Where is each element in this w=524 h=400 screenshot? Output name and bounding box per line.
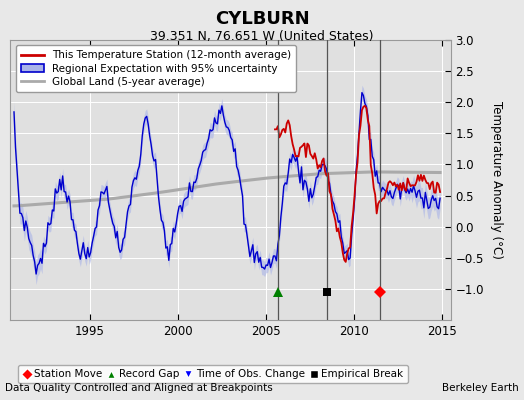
Text: Berkeley Earth: Berkeley Earth <box>442 383 519 393</box>
Text: 39.351 N, 76.651 W (United States): 39.351 N, 76.651 W (United States) <box>150 30 374 43</box>
Legend: Station Move, Record Gap, Time of Obs. Change, Empirical Break: Station Move, Record Gap, Time of Obs. C… <box>18 365 408 383</box>
Y-axis label: Temperature Anomaly (°C): Temperature Anomaly (°C) <box>490 101 504 259</box>
Text: CYLBURN: CYLBURN <box>215 10 309 28</box>
Text: Data Quality Controlled and Aligned at Breakpoints: Data Quality Controlled and Aligned at B… <box>5 383 273 393</box>
